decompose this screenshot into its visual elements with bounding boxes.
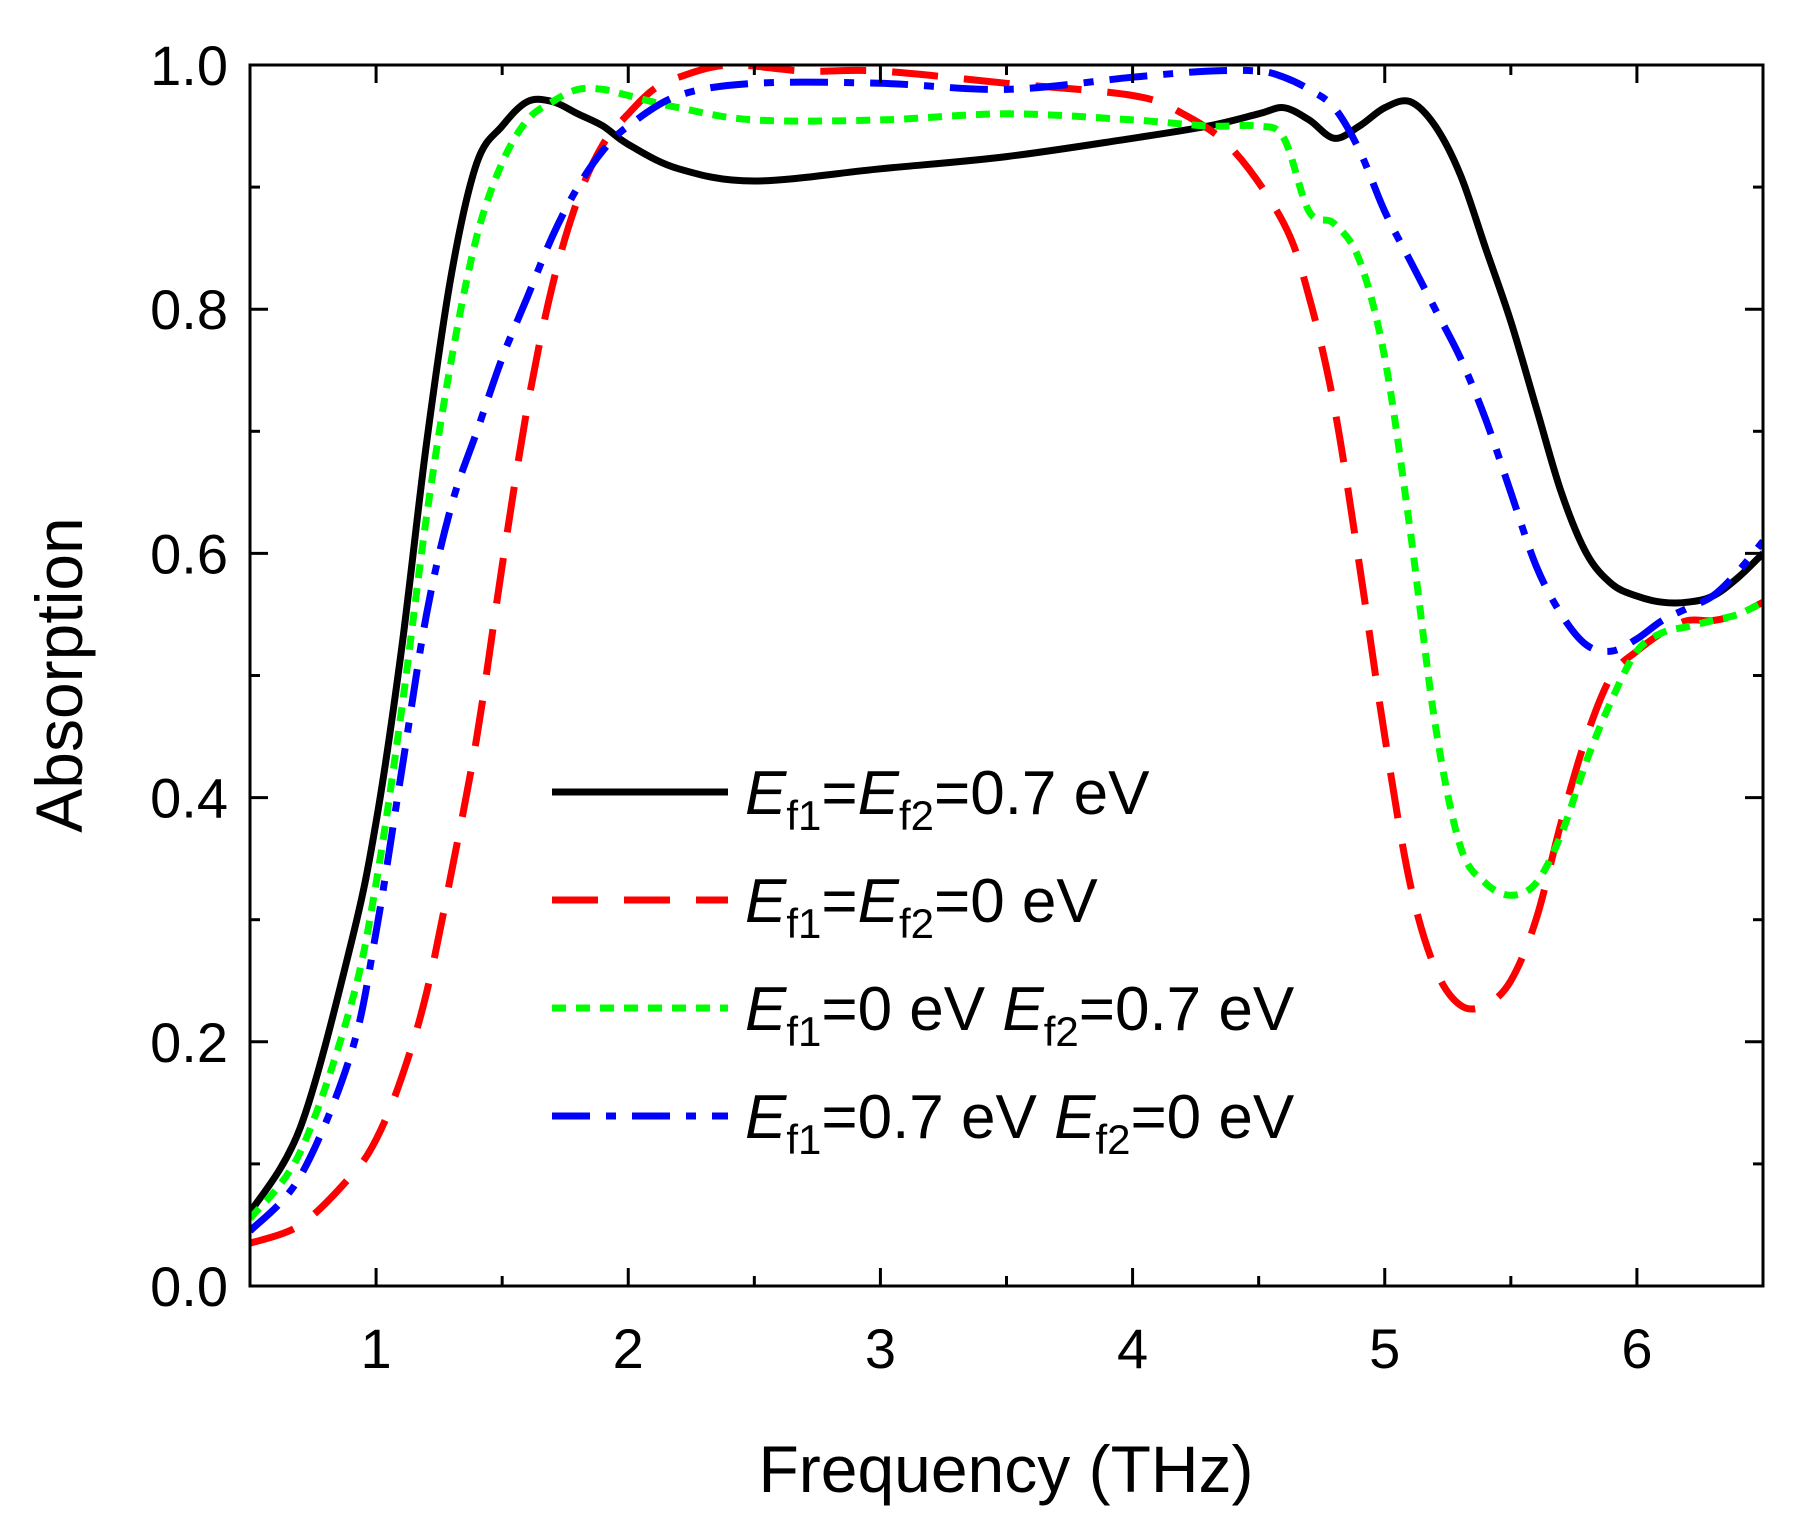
- y-tick-label: 1.0: [150, 34, 228, 97]
- x-tick-label: 2: [613, 1317, 644, 1380]
- x-tick-label: 4: [1117, 1317, 1148, 1380]
- x-tick-label: 1: [361, 1317, 392, 1380]
- legend-label-4: Ef1=0.7 eV Ef2=0 eV: [745, 1083, 1295, 1163]
- series-line-3: [250, 84, 1763, 1222]
- series-layer: [250, 65, 1763, 1247]
- legend-label-1: Ef1=Ef2=0.7 eV: [745, 759, 1150, 839]
- x-axis: 1 2 3 4 5 6: [248, 65, 1765, 1380]
- legend-label-3: Ef1=0 eV Ef2=0.7 eV: [745, 975, 1295, 1055]
- y-axis-title: Absorption: [22, 517, 96, 833]
- y-tick-label: 0.8: [150, 278, 228, 341]
- y-tick-label: 0.0: [150, 1255, 228, 1318]
- legend: Ef1=Ef2=0.7 eV Ef1=Ef2=0 eV Ef1=0 eV Ef2=0…: [552, 759, 1295, 1163]
- y-axis: 0.0 0.2 0.4 0.6 0.8 1.0: [150, 34, 1763, 1318]
- legend-label-2: Ef1=Ef2=0 eV: [745, 867, 1098, 947]
- x-axis-title: Frequency (THz): [758, 1432, 1253, 1506]
- series-line-4: [250, 66, 1763, 1234]
- series-line-2: [250, 65, 1763, 1247]
- y-tick-label: 0.4: [150, 767, 228, 830]
- series-line-1: [250, 95, 1763, 1215]
- x-tick-label: 3: [865, 1317, 896, 1380]
- y-tick-label: 0.6: [150, 522, 228, 585]
- x-tick-label: 5: [1369, 1317, 1400, 1380]
- y-tick-label: 0.2: [150, 1011, 228, 1074]
- x-tick-label: 6: [1621, 1317, 1652, 1380]
